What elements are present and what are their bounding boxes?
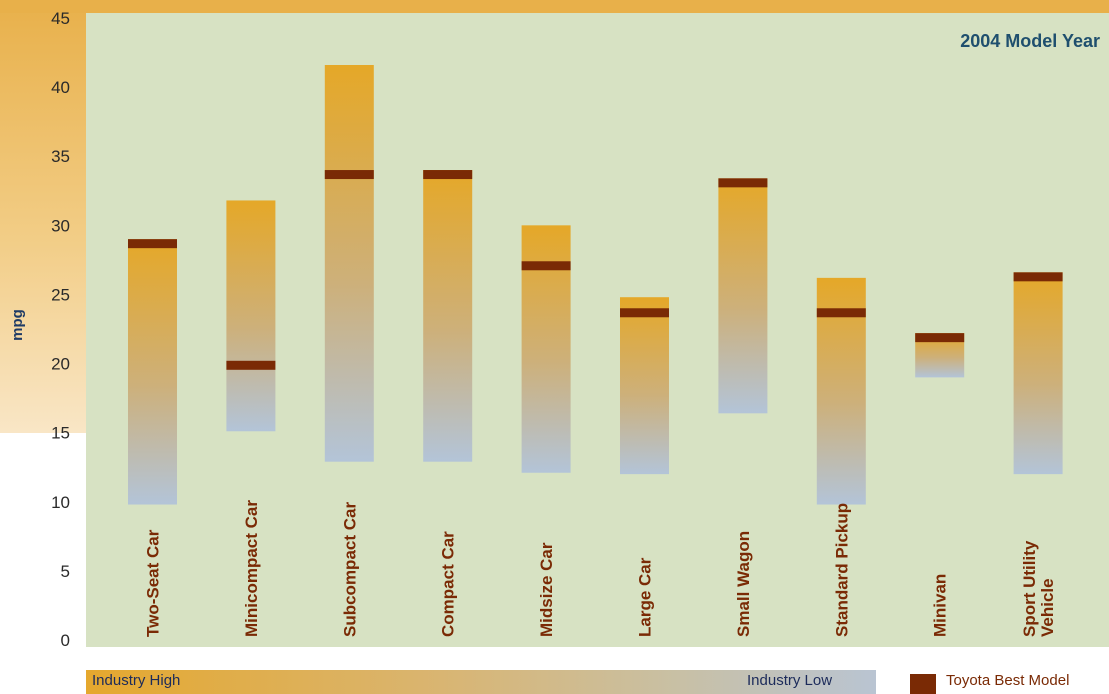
toyota-best-marker — [324, 170, 374, 180]
y-tick-label: 35 — [51, 147, 70, 166]
toyota-best-marker — [620, 308, 669, 318]
toyota-best-marker — [718, 178, 768, 188]
y-tick-label: 45 — [51, 9, 70, 28]
category-label: Sport UtilityVehicle — [1020, 540, 1057, 637]
bar-chart: 0 5 10 15 20 25 30 35 40 45 Two-Seat Car Minicompa… — [9, 9, 1100, 650]
category-label: Compact Car — [439, 531, 458, 637]
range-bar — [423, 170, 473, 462]
range-bar — [1013, 272, 1063, 475]
toyota-best-marker — [915, 333, 965, 343]
legend-toyota-swatch — [910, 674, 936, 694]
toyota-best-marker — [521, 261, 571, 271]
range-bar — [226, 200, 276, 432]
range-bar — [718, 178, 768, 414]
range-bar — [620, 297, 669, 475]
legend-toyota-best-model: Toyota Best Model — [946, 672, 1070, 689]
y-tick-label: 25 — [51, 285, 70, 304]
y-tick-label: 30 — [51, 216, 70, 235]
y-tick-label: 0 — [61, 631, 70, 650]
category-label: Small Wagon — [734, 531, 753, 637]
category-label: Minivan — [931, 574, 950, 637]
y-axis-label: mpg — [9, 309, 26, 341]
y-tick-label: 5 — [61, 562, 70, 581]
legend-industry-high: Industry High — [92, 672, 181, 689]
legend-gradient-bar — [86, 670, 876, 694]
toyota-best-marker — [128, 239, 177, 249]
toyota-best-marker — [423, 170, 473, 180]
range-bar — [324, 64, 374, 462]
category-labels: Two-Seat Car Minicompact Car Subcompact Ca… — [144, 500, 1058, 637]
legend-industry-low: Industry Low — [747, 672, 833, 689]
y-tick-label: 10 — [51, 493, 70, 512]
range-bar — [128, 239, 177, 505]
chart-title: 2004 Model Year — [960, 31, 1100, 51]
toyota-best-marker — [816, 308, 866, 318]
y-tick-label: 20 — [51, 355, 70, 374]
category-label: Large Car — [636, 557, 655, 637]
category-label: Subcompact Car — [340, 502, 359, 637]
category-label: Minicompact Car — [242, 500, 261, 637]
category-label: Two-Seat Car — [144, 529, 163, 637]
toyota-best-marker — [226, 360, 276, 370]
y-axis-ticks: 0 5 10 15 20 25 30 35 40 45 — [51, 9, 70, 650]
category-label: Midsize Car — [537, 542, 556, 637]
bars — [128, 64, 1063, 505]
y-tick-label: 40 — [51, 78, 70, 97]
y-tick-label: 15 — [51, 424, 70, 443]
category-label: Standard Pickup — [832, 503, 851, 637]
axis-band — [0, 0, 86, 433]
top-band — [0, 0, 1109, 13]
toyota-best-marker — [1013, 272, 1063, 282]
